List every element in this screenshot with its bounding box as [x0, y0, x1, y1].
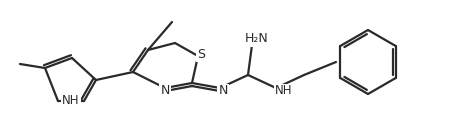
Text: NH: NH	[274, 84, 292, 98]
Text: S: S	[196, 48, 205, 60]
Text: N: N	[160, 84, 169, 96]
Text: NH: NH	[62, 95, 79, 107]
Text: H₂N: H₂N	[245, 32, 269, 46]
Text: N: N	[218, 84, 227, 98]
